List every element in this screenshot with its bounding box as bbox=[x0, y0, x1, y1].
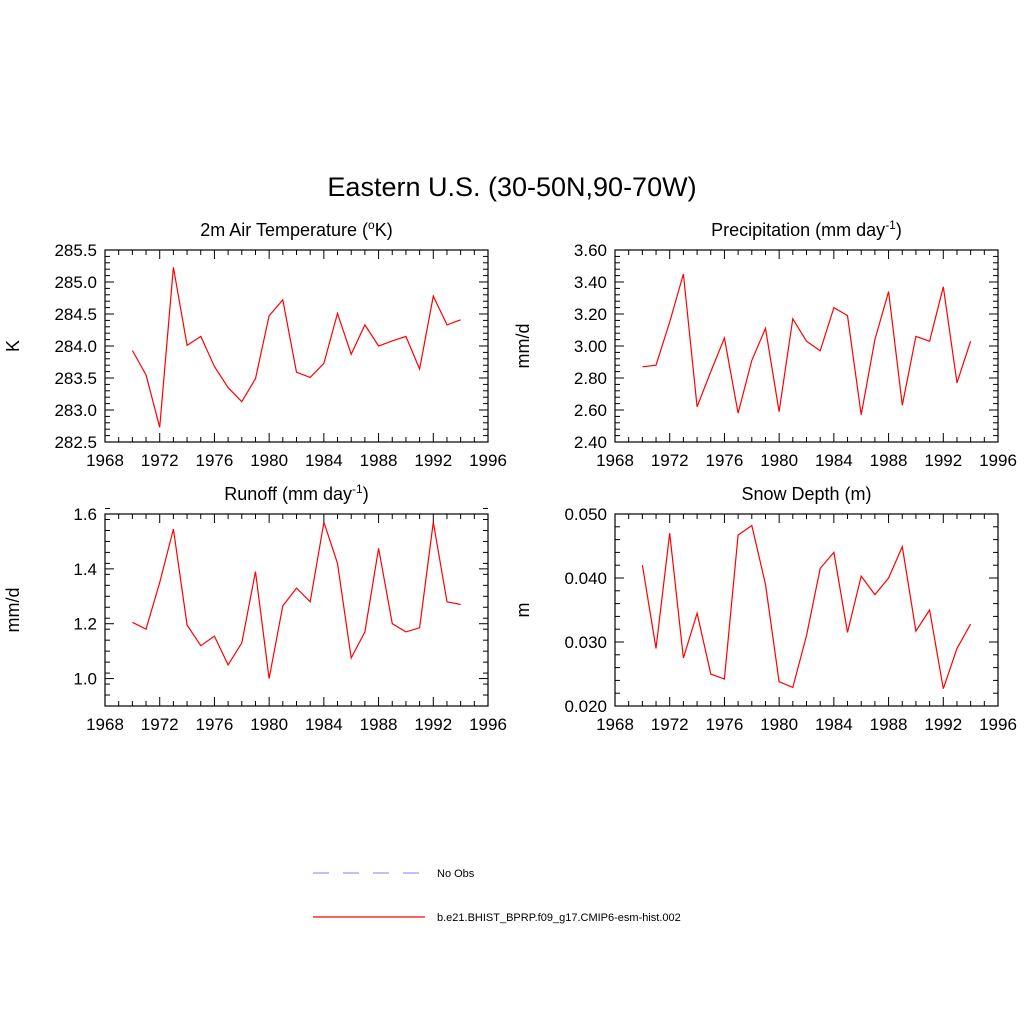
y-tick-label: 3.60 bbox=[574, 241, 607, 260]
y-axis-label: mm/d bbox=[3, 588, 23, 633]
x-tick-label: 1980 bbox=[760, 715, 798, 734]
x-tick-label: 1984 bbox=[305, 715, 343, 734]
legend-label-model: b.e21.BHIST_BPRP.f09_g17.CMIP6-esm-hist.… bbox=[437, 912, 681, 924]
x-tick-label: 1976 bbox=[196, 451, 234, 470]
x-tick-label: 1980 bbox=[760, 451, 798, 470]
series-line-air-temperature bbox=[131, 267, 461, 428]
panel-title-main: Snow Depth (m) bbox=[741, 484, 871, 504]
x-tick-label: 1968 bbox=[596, 451, 634, 470]
legend: No Obs b.e21.BHIST_BPRP.f09_g17.CMIP6-es… bbox=[313, 868, 681, 924]
panel-title: Precipitation (mm day-1) bbox=[711, 218, 902, 240]
x-tick-label: 1996 bbox=[979, 715, 1017, 734]
panel-title: Runoff (mm day-1) bbox=[224, 482, 368, 504]
plot-frame bbox=[614, 249, 999, 443]
x-tick-label: 1996 bbox=[979, 451, 1017, 470]
x-tick-label: 1976 bbox=[706, 715, 744, 734]
x-tick-label: 1988 bbox=[870, 451, 908, 470]
panel-air-temperature: 1968 1972 1976 1980 1984 1988 1992 1996 282.5 283… bbox=[3, 218, 507, 470]
plot-frame bbox=[614, 513, 999, 707]
panels: 1968 1972 1976 1980 1984 1988 1992 1996 282.5 283… bbox=[3, 218, 1017, 734]
x-tick-label: 1972 bbox=[651, 451, 689, 470]
y-tick-label: 285.0 bbox=[54, 273, 97, 292]
x-tick-label: 1992 bbox=[924, 715, 962, 734]
x-tick-label: 1988 bbox=[360, 451, 398, 470]
x-tick-label: 1996 bbox=[469, 715, 507, 734]
y-tick-label: 283.5 bbox=[54, 369, 97, 388]
series-line-snow-depth bbox=[641, 524, 972, 689]
y-tick-label: 3.40 bbox=[574, 273, 607, 292]
panel-title-superscript: o bbox=[368, 218, 375, 232]
x-tick-label: 1980 bbox=[250, 715, 288, 734]
panel-title-superscript: -1 bbox=[352, 482, 363, 496]
y-tick-label: 1.6 bbox=[73, 505, 97, 524]
series-line-runoff bbox=[132, 522, 461, 679]
y-tick-label: 0.030 bbox=[564, 633, 607, 652]
x-tick-label: 1976 bbox=[196, 715, 234, 734]
y-tick-label: 284.5 bbox=[54, 305, 97, 324]
x-tick-label: 1976 bbox=[706, 451, 744, 470]
panel-title: 2m Air Temperature (oK) bbox=[200, 218, 392, 240]
y-tick-label: 1.2 bbox=[73, 615, 97, 634]
y-tick-label: 284.0 bbox=[54, 337, 97, 356]
panel-title-superscript: -1 bbox=[885, 218, 896, 232]
panel-title-tail: K) bbox=[375, 220, 393, 240]
x-tick-label: 1992 bbox=[924, 451, 962, 470]
y-tick-label: 0.050 bbox=[564, 505, 607, 524]
x-tick-label: 1984 bbox=[815, 451, 853, 470]
y-tick-label: 0.020 bbox=[564, 697, 607, 716]
x-tick-label: 1972 bbox=[141, 451, 179, 470]
y-tick-label: 1.0 bbox=[73, 670, 97, 689]
y-tick-label: 2.60 bbox=[574, 401, 607, 420]
panel-runoff: 1968 1972 1976 1980 1984 1988 1992 1996 1.0 1.2 1.… bbox=[3, 482, 507, 734]
x-tick-label: 1992 bbox=[414, 715, 452, 734]
panel-title-tail: ) bbox=[363, 484, 369, 504]
y-axis-label: K bbox=[3, 340, 23, 352]
x-tick-label: 1988 bbox=[360, 715, 398, 734]
y-tick-label: 1.4 bbox=[73, 560, 97, 579]
panel-title-tail: ) bbox=[896, 220, 902, 240]
x-tick-label: 1984 bbox=[815, 715, 853, 734]
y-tick-label: 2.80 bbox=[574, 369, 607, 388]
y-axis-label: mm/d bbox=[513, 324, 533, 369]
y-tick-label: 282.5 bbox=[54, 433, 97, 452]
plot-frame bbox=[104, 249, 489, 443]
x-tick-label: 1968 bbox=[86, 451, 124, 470]
panel-title: Snow Depth (m) bbox=[741, 484, 871, 504]
legend-label-no-obs: No Obs bbox=[437, 868, 475, 880]
panel-title-main: 2m Air Temperature ( bbox=[200, 220, 368, 240]
y-tick-label: 285.5 bbox=[54, 241, 97, 260]
y-tick-label: 3.00 bbox=[574, 337, 607, 356]
x-tick-label: 1972 bbox=[651, 715, 689, 734]
figure-title: Eastern U.S. (30-50N,90-70W) bbox=[327, 172, 696, 202]
y-tick-label: 3.20 bbox=[574, 305, 607, 324]
panel-precipitation: 1968 1972 1976 1980 1984 1988 1992 1996 2.40 2.60… bbox=[513, 218, 1017, 470]
series-line-precipitation bbox=[642, 273, 972, 415]
x-tick-label: 1984 bbox=[305, 451, 343, 470]
panel-snow-depth: 1968 1972 1976 1980 1984 1988 1992 1996 0.020 0.0… bbox=[513, 484, 1017, 734]
x-tick-label: 1968 bbox=[596, 715, 634, 734]
y-tick-label: 2.40 bbox=[574, 433, 607, 452]
x-tick-label: 1992 bbox=[414, 451, 452, 470]
x-tick-label: 1972 bbox=[141, 715, 179, 734]
x-tick-label: 1996 bbox=[469, 451, 507, 470]
panel-title-main: Precipitation (mm day bbox=[711, 220, 885, 240]
x-tick-label: 1980 bbox=[250, 451, 288, 470]
x-tick-label: 1988 bbox=[870, 715, 908, 734]
x-tick-label: 1968 bbox=[86, 715, 124, 734]
y-tick-label: 0.040 bbox=[564, 569, 607, 588]
y-axis-label: m bbox=[513, 603, 533, 618]
panel-title-main: Runoff (mm day bbox=[224, 484, 352, 504]
y-tick-label: 283.0 bbox=[54, 401, 97, 420]
